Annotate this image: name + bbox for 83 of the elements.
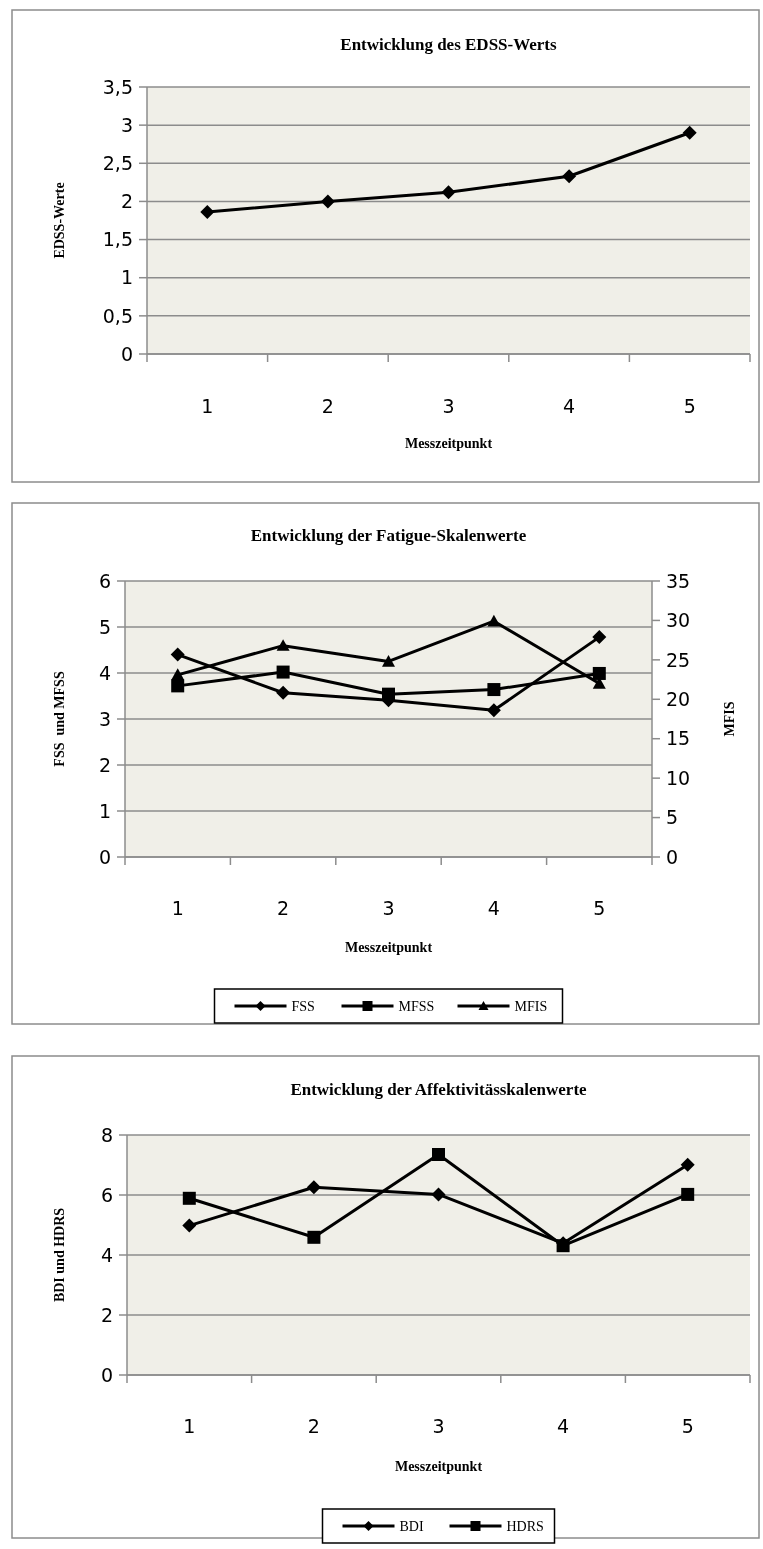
- x-tick-label: 3: [432, 1414, 445, 1437]
- point: [431, 1187, 446, 1202]
- legend-label: HDRS: [506, 1518, 544, 1534]
- x-axis-title: Messzeitpunkt: [394, 1459, 483, 1474]
- point: [276, 639, 290, 651]
- y-tick-label: 1: [120, 266, 133, 289]
- point: [441, 185, 456, 200]
- legend-label: FSS: [291, 998, 315, 1014]
- y-axis-title: FSS und MFSS: [52, 671, 67, 767]
- y-tick-label: 2: [98, 753, 111, 776]
- point: [182, 1191, 196, 1205]
- chart-title: Entwicklung der Affektivitässkalenwerte: [290, 1080, 588, 1099]
- point: [171, 679, 185, 693]
- point: [200, 205, 215, 220]
- y-tick-label: 0: [120, 342, 133, 365]
- point: [680, 1157, 695, 1172]
- y-tick-label: 6: [100, 1183, 113, 1206]
- y2-tick-label: 25: [666, 648, 691, 671]
- x-tick-label: 4: [557, 1414, 570, 1437]
- point: [276, 685, 291, 700]
- legend-label: MFIS: [514, 998, 548, 1014]
- y-tick-label: 0,5: [102, 304, 133, 327]
- x-tick-label: 2: [307, 1414, 320, 1437]
- point: [432, 1148, 445, 1161]
- point: [306, 1180, 321, 1195]
- y-axis-title: EDSS-Werte: [52, 182, 67, 259]
- point: [592, 677, 606, 689]
- x-tick-label: 5: [681, 1414, 694, 1437]
- y-tick-label: 8: [100, 1123, 113, 1146]
- x-tick-label: 2: [321, 394, 334, 417]
- x-tick-label: 3: [382, 896, 395, 919]
- y-tick-label: 1,5: [102, 228, 133, 251]
- x-tick-label: 1: [183, 1414, 196, 1437]
- y-tick-label: 5: [98, 615, 111, 638]
- y-tick-label: 3,5: [102, 75, 133, 98]
- x-tick-label: 2: [277, 896, 290, 919]
- x-tick-label: 4: [487, 896, 500, 919]
- point: [182, 1218, 197, 1233]
- y-tick-label: 2: [100, 1303, 113, 1326]
- y-tick-label: 3: [98, 707, 111, 730]
- y2-tick-label: 15: [666, 727, 691, 750]
- y2-tick-label: 10: [666, 766, 691, 789]
- point: [681, 1187, 695, 1201]
- x-tick-label: 1: [171, 896, 184, 919]
- legend-label: BDI: [399, 1518, 424, 1534]
- x-tick-label: 4: [563, 394, 576, 417]
- point: [307, 1230, 321, 1244]
- x-tick-label: 1: [201, 394, 214, 417]
- y-axis-title: BDI und HDRS: [52, 1207, 67, 1303]
- x-tick-label: 5: [593, 896, 606, 919]
- y2-tick-label: 35: [666, 569, 691, 592]
- y-tick-label: 2: [120, 190, 133, 213]
- y-tick-label: 3: [120, 113, 133, 136]
- y-tick-label: 4: [98, 661, 111, 684]
- y-tick-label: 1: [98, 799, 111, 822]
- y-tick-label: 0: [98, 845, 111, 868]
- chart-title: Entwicklung der Fatigue-Skalenwerte: [250, 526, 527, 545]
- point: [682, 125, 697, 140]
- x-tick-label: 5: [683, 394, 696, 417]
- point: [170, 647, 185, 662]
- chart-title: Entwicklung des EDSS-Werts: [340, 35, 558, 54]
- y-tick-label: 4: [100, 1243, 113, 1266]
- point: [487, 683, 501, 697]
- y2-axis-title: MFIS: [722, 701, 737, 737]
- x-axis-title: Messzeitpunkt: [404, 436, 493, 451]
- point: [487, 614, 501, 627]
- point: [562, 169, 577, 184]
- y2-tick-label: 0: [666, 845, 679, 868]
- x-axis-title: Messzeitpunkt: [344, 940, 433, 955]
- point: [320, 194, 335, 209]
- y2-tick-label: 5: [666, 806, 679, 829]
- y-tick-label: 6: [98, 569, 111, 592]
- point: [592, 666, 606, 680]
- y-tick-label: 2,5: [102, 151, 133, 174]
- point: [592, 630, 607, 645]
- x-tick-label: 3: [442, 394, 455, 417]
- y-tick-label: 0: [100, 1363, 113, 1386]
- point: [276, 665, 290, 679]
- point: [382, 654, 395, 667]
- y2-tick-label: 30: [666, 609, 691, 632]
- y2-tick-label: 20: [666, 687, 691, 710]
- point: [486, 703, 501, 718]
- legend-label: MFSS: [398, 998, 435, 1014]
